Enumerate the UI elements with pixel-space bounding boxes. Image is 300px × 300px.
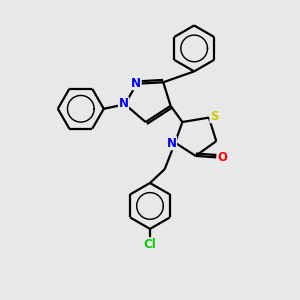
Text: N: N xyxy=(131,77,141,90)
Text: N: N xyxy=(118,97,128,110)
Text: O: O xyxy=(218,151,228,164)
Text: S: S xyxy=(210,110,218,123)
Text: N: N xyxy=(167,137,176,150)
Text: Cl: Cl xyxy=(144,238,156,251)
